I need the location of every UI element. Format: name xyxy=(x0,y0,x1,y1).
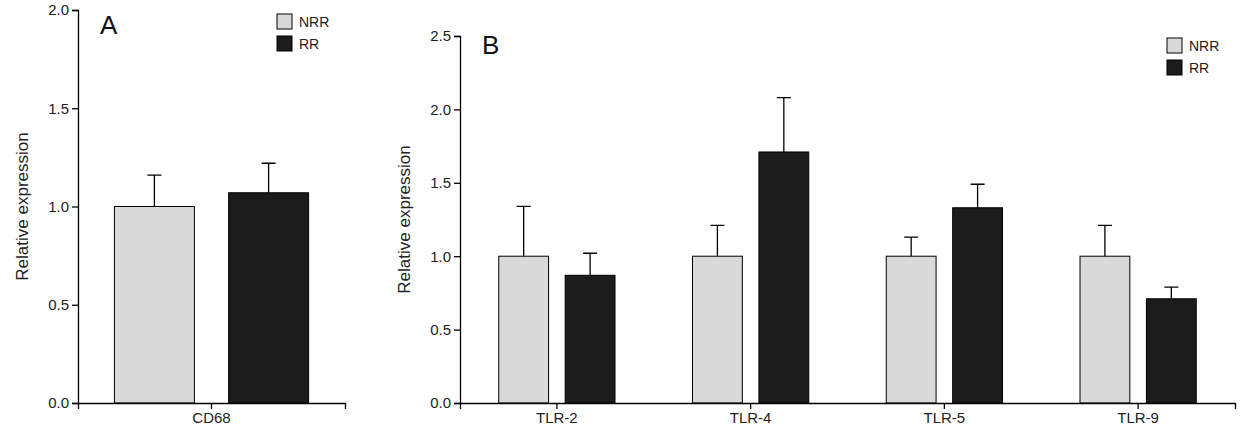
y-tick-label: 1.5 xyxy=(48,100,69,117)
error-bar xyxy=(147,175,161,206)
y-tick: 0.5 xyxy=(430,321,460,338)
y-tick-label: 1.0 xyxy=(430,248,451,265)
y-tick-mark xyxy=(454,329,460,330)
y-axis: 0.0 0.5 1.0 1.5 2.0 xyxy=(48,1,78,411)
bar xyxy=(953,208,1003,403)
x-tick: TLR-5 xyxy=(924,403,966,426)
y-tick-mark xyxy=(454,183,460,184)
error-bar xyxy=(777,98,791,152)
x-tick: TLR-2 xyxy=(536,403,578,426)
bar xyxy=(114,207,194,404)
y-tick: 1.5 xyxy=(430,174,460,191)
error-bar xyxy=(971,184,985,207)
y-tick: 1.5 xyxy=(48,100,78,117)
panel: 0.0 0.5 1.0 1.5 2.0 CD68 Relative expression A N… xyxy=(13,1,346,425)
y-tick-label: 0.5 xyxy=(48,296,69,313)
y-axis-line xyxy=(72,11,79,404)
y-tick: 1.0 xyxy=(430,248,460,265)
y-tick: 0.0 xyxy=(48,394,78,411)
panel-label: B xyxy=(482,30,499,60)
x-tick-label: TLR-5 xyxy=(924,409,966,426)
bar xyxy=(693,256,743,403)
legend-label: NRR xyxy=(1189,38,1219,54)
y-tick: 2.5 xyxy=(430,27,460,44)
y-tick-mark xyxy=(72,10,78,11)
x-tick: CD68 xyxy=(192,403,230,426)
error-bar xyxy=(904,237,918,256)
y-tick-mark xyxy=(454,403,460,404)
legend-swatch xyxy=(277,14,292,29)
bar xyxy=(229,193,309,403)
y-tick-mark xyxy=(72,206,78,207)
y-axis-line xyxy=(454,37,461,404)
y-tick: 1.0 xyxy=(48,198,78,215)
error-bar xyxy=(1098,225,1112,256)
legend-label: RR xyxy=(1189,60,1209,76)
y-tick: 0.0 xyxy=(430,394,460,411)
y-tick-label: 0.0 xyxy=(430,394,451,411)
legend: NRR RR xyxy=(1167,38,1219,76)
y-tick: 0.5 xyxy=(48,296,78,313)
legend: NRR RR xyxy=(277,14,329,52)
x-tick-label: CD68 xyxy=(192,409,230,426)
y-axis-title: Relative expression xyxy=(13,132,32,280)
x-tick-label: TLR-2 xyxy=(536,409,578,426)
y-tick-label: 0.5 xyxy=(430,321,451,338)
y-tick: 2.0 xyxy=(430,101,460,118)
y-tick-mark xyxy=(454,109,460,110)
error-bar xyxy=(710,225,724,256)
error-bar xyxy=(1164,287,1178,299)
legend-swatch xyxy=(1167,60,1182,75)
bar xyxy=(499,256,549,403)
plot-area xyxy=(499,98,1197,403)
y-tick-mark xyxy=(72,108,78,109)
y-tick-label: 2.0 xyxy=(48,1,69,18)
legend-swatch xyxy=(277,36,292,51)
panel: 0.0 0.5 1.0 1.5 2.0 2.5 TLR-2 TLR-4 TLR-5 TLR-9 Re… xyxy=(395,27,1236,425)
bar xyxy=(759,152,809,403)
bar xyxy=(1146,299,1196,403)
x-axis: TLR-2 TLR-4 TLR-5 TLR-9 xyxy=(461,403,1236,426)
bar xyxy=(565,275,615,403)
y-tick-mark xyxy=(72,403,78,404)
y-tick: 2.0 xyxy=(48,1,78,18)
plot-area xyxy=(114,163,308,403)
x-axis: CD68 xyxy=(79,403,346,426)
legend-label: RR xyxy=(299,36,319,52)
y-tick-label: 1.0 xyxy=(48,198,69,215)
x-tick-label: TLR-9 xyxy=(1117,409,1159,426)
x-tick: TLR-4 xyxy=(730,403,772,426)
y-tick-mark xyxy=(72,305,78,306)
y-tick-mark xyxy=(454,36,460,37)
panel-label: A xyxy=(100,10,118,40)
x-tick: TLR-9 xyxy=(1117,403,1159,426)
y-tick-mark xyxy=(454,256,460,257)
legend-swatch xyxy=(1167,38,1182,53)
y-tick-label: 0.0 xyxy=(48,394,69,411)
y-axis-title: Relative expression xyxy=(395,145,414,293)
y-tick-label: 2.0 xyxy=(430,101,451,118)
y-tick-label: 1.5 xyxy=(430,174,451,191)
legend-label: NRR xyxy=(299,14,329,30)
y-axis: 0.0 0.5 1.0 1.5 2.0 2.5 xyxy=(430,27,460,411)
error-bar xyxy=(517,206,531,256)
y-tick-label: 2.5 xyxy=(430,27,451,44)
bar xyxy=(886,256,936,403)
x-tick-label: TLR-4 xyxy=(730,409,772,426)
bar xyxy=(1080,256,1130,403)
error-bar xyxy=(583,253,597,275)
error-bar xyxy=(262,163,276,192)
